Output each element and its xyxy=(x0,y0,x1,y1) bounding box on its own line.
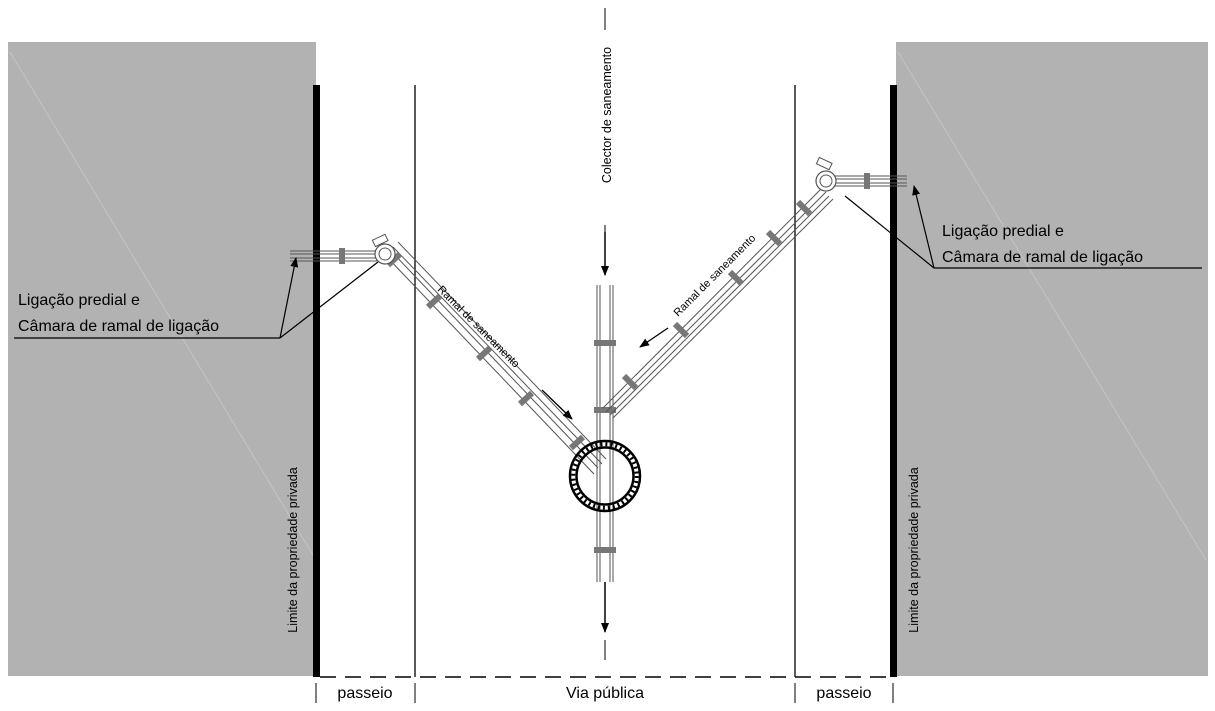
right-ramal-pipe xyxy=(602,187,834,419)
left-sidewalk-label: passeio xyxy=(337,685,392,702)
collector-label: Colector de saneamento xyxy=(600,47,614,183)
right-ligacao-label-line2: Câmara de ramal de ligação xyxy=(942,249,1143,266)
collector-pipe-joints xyxy=(594,340,616,553)
left-ramal-flow-arrow xyxy=(541,389,573,420)
right-private-property xyxy=(896,42,1208,676)
bottom-zone-ticks xyxy=(315,683,894,703)
left-connection-joint xyxy=(339,248,345,264)
right-inspection-chamber xyxy=(815,156,837,192)
left-ramal-joints xyxy=(385,251,586,451)
left-property-limit-label: Limite da propriedade privada xyxy=(286,467,300,632)
left-private-property xyxy=(8,42,317,676)
left-ligacao-leader xyxy=(14,257,379,339)
collector-manhole xyxy=(568,439,642,513)
sanitation-collector-pipe xyxy=(596,285,614,582)
public-road-label: Via pública xyxy=(566,685,644,702)
left-inspection-chamber xyxy=(371,233,396,265)
right-property-limit-label: Limite da propriedade privada xyxy=(907,467,921,632)
right-ramal-label: Ramal de saneamento xyxy=(672,232,759,319)
right-ramal-flow-arrow xyxy=(639,327,669,348)
left-building-connection-pipe xyxy=(290,250,377,262)
left-ligacao-label-line1: Ligação predial e xyxy=(18,292,140,309)
right-property-limit-wall xyxy=(890,85,897,677)
right-sidewalk-label: passeio xyxy=(816,685,871,702)
left-ligacao-label-line2: Câmara de ramal de ligação xyxy=(18,318,219,335)
right-ramal-joints xyxy=(621,199,813,391)
left-ramal-pipe xyxy=(384,241,607,475)
right-ligacao-leader xyxy=(844,185,1202,269)
right-ligacao-label-line1: Ligação predial e xyxy=(942,223,1064,240)
left-property-limit-wall xyxy=(313,85,320,677)
right-connection-joint xyxy=(864,173,870,189)
